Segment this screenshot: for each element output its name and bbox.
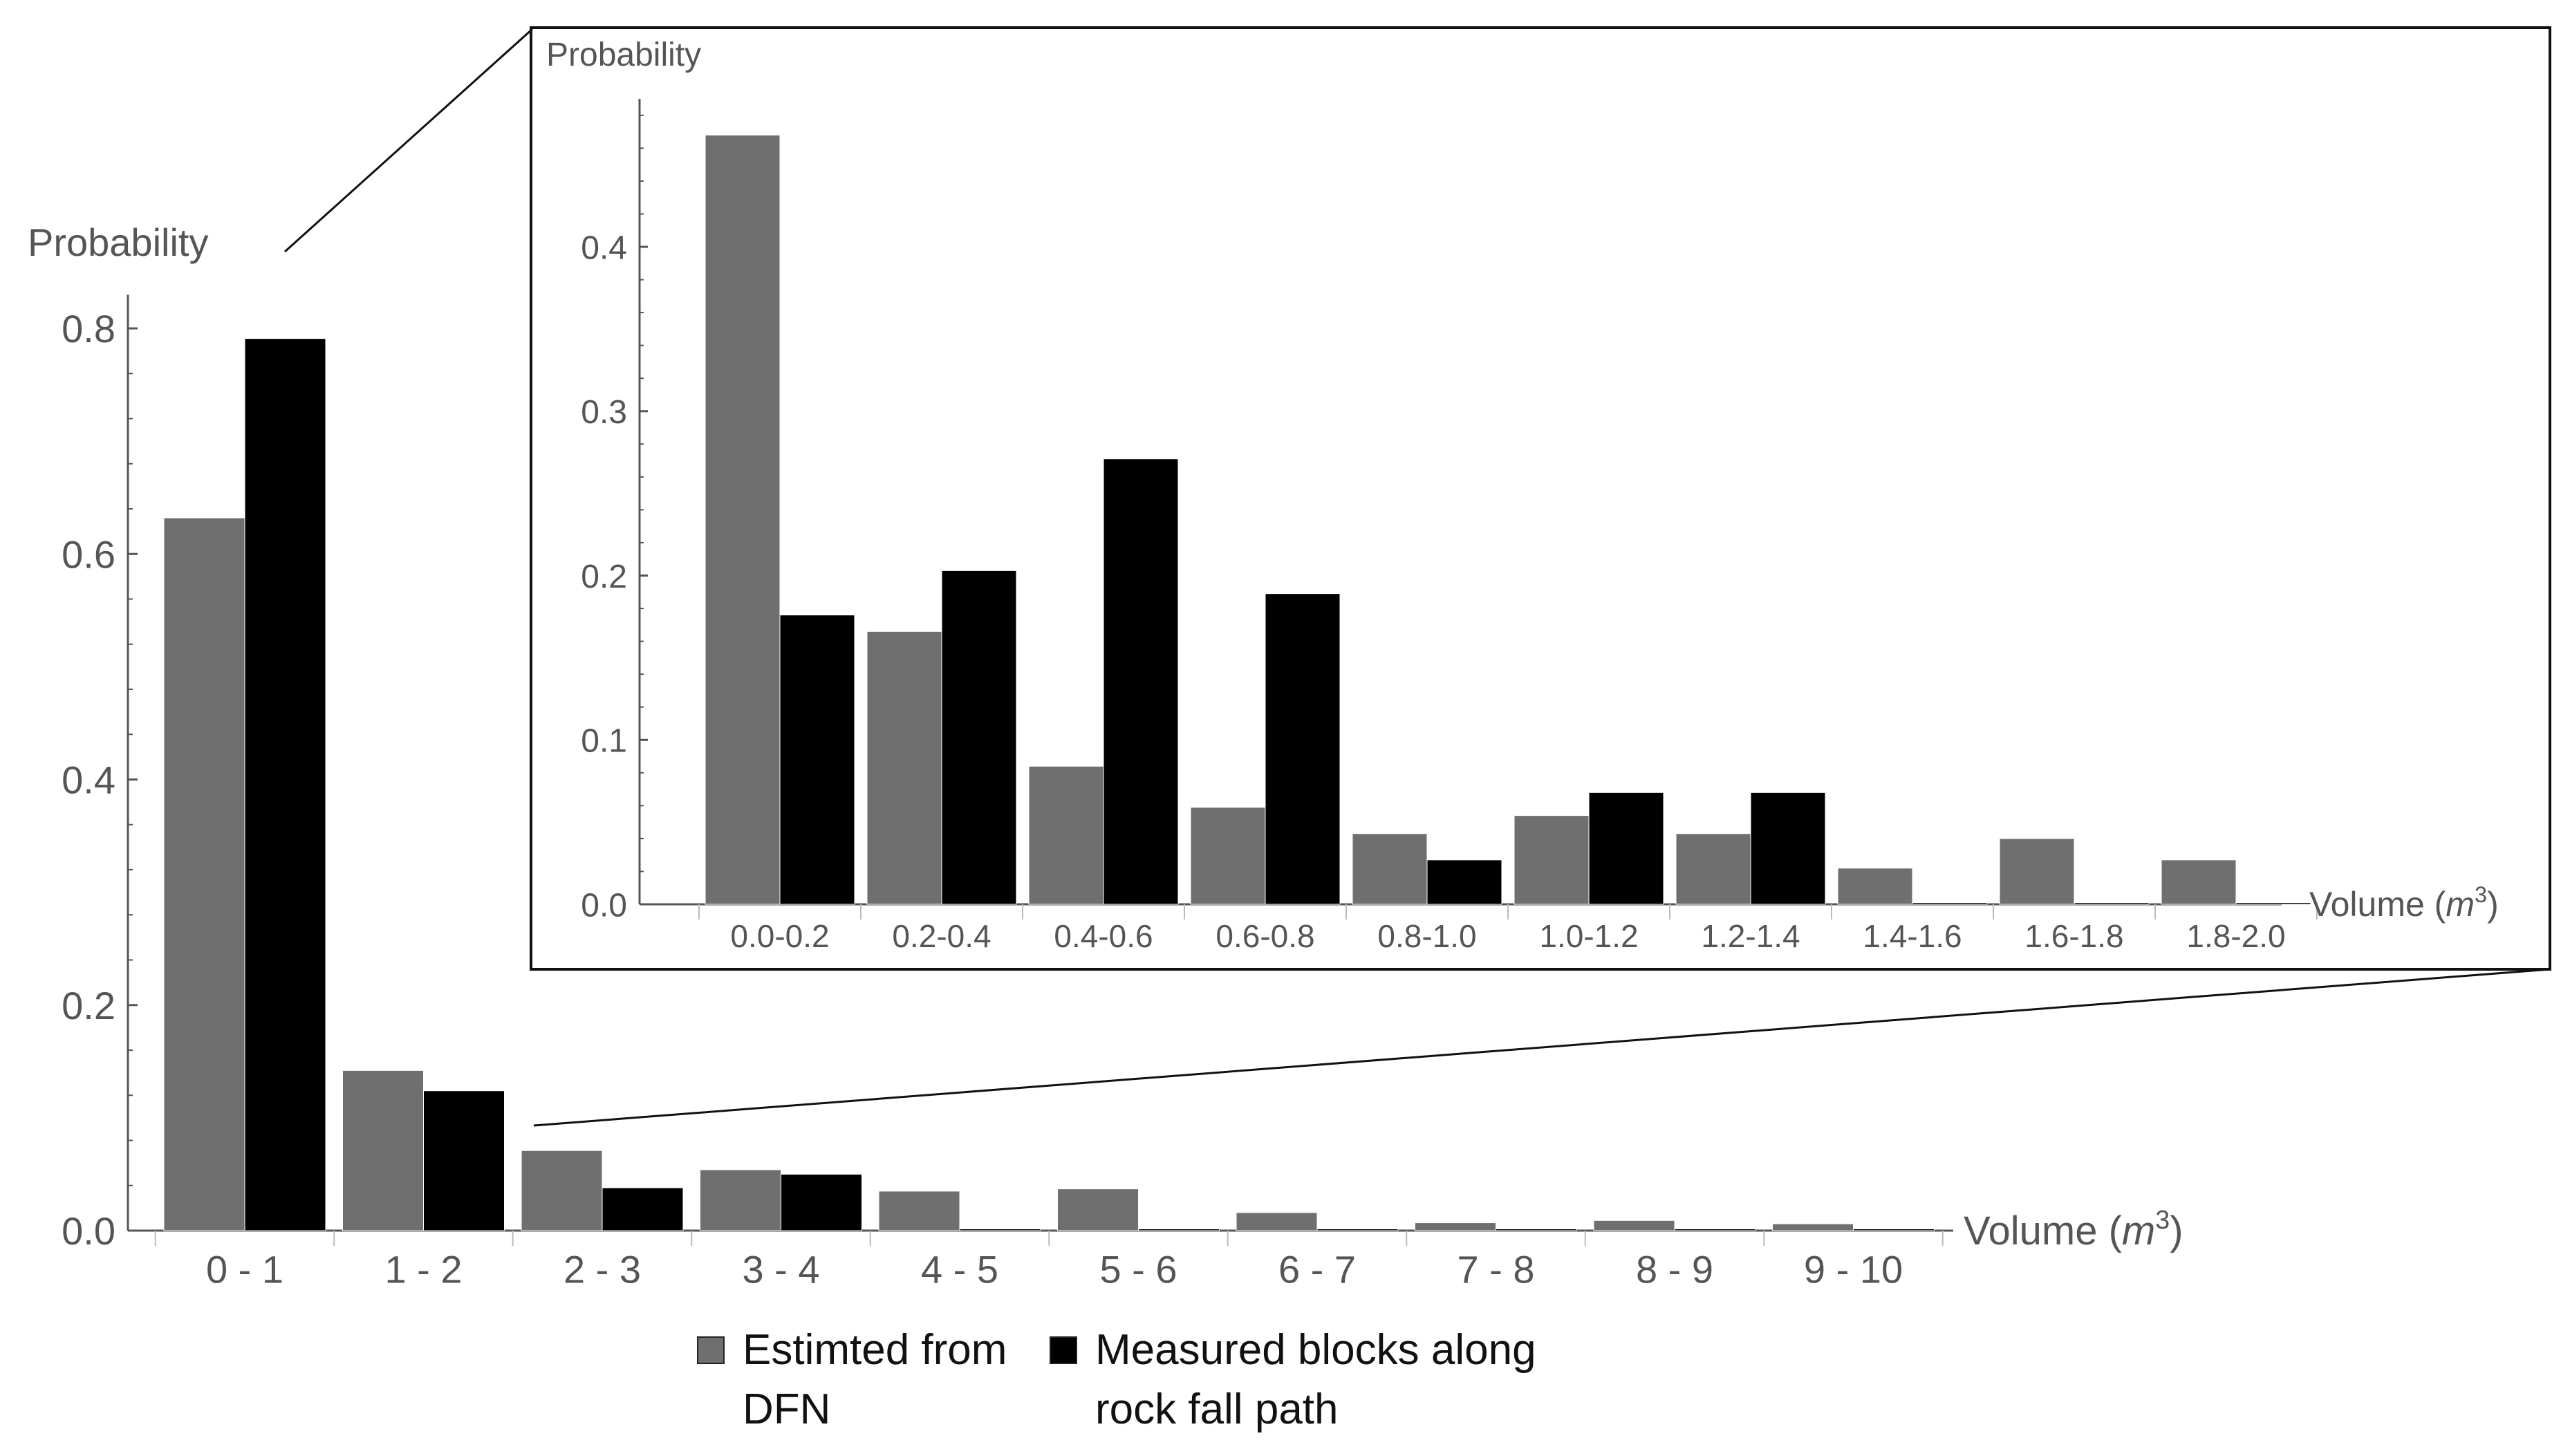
main-bar-dfn — [1593, 1220, 1675, 1231]
main-x-axis-label-close: ) — [2170, 1208, 2183, 1253]
inset-x-tick-label: 0.0-0.2 — [730, 918, 829, 954]
main-bar-dfn — [878, 1191, 960, 1231]
main-bar-dfn — [1057, 1188, 1139, 1231]
main-bar-dfn — [1415, 1222, 1496, 1231]
inset-y-tick-label: 0.3 — [581, 394, 627, 431]
inset-y-axis-label: Probability — [546, 37, 701, 73]
legend: Estimted from DFN Measured blocks along … — [697, 1320, 1596, 1445]
main-y-axis-label: Probability — [28, 221, 208, 264]
main-y-tick-label: 0.8 — [62, 307, 115, 351]
main-bar-dfn — [163, 517, 245, 1231]
legend-swatch-dfn — [697, 1336, 725, 1364]
inset-x-axis-label-text: Volume ( — [2309, 885, 2446, 924]
main-bar-measured — [1853, 1229, 1935, 1231]
main-bar-measured — [244, 338, 326, 1231]
inset-x-tick-label: 1.8-2.0 — [2186, 918, 2285, 954]
main-bar-measured — [423, 1090, 505, 1231]
main-y-tick-label: 0.0 — [62, 1209, 115, 1253]
inset-x-tick-label: 0.6-0.8 — [1216, 918, 1314, 954]
inset-x-tick-label: 1.6-1.8 — [2024, 918, 2123, 954]
inset-bar-dfn — [1999, 838, 2075, 905]
inset-bar-measured — [1912, 902, 1988, 905]
inset-x-tick-label: 1.4-1.6 — [1863, 918, 1962, 954]
inset-x-axis-label-close: ) — [2487, 885, 2499, 924]
main-x-axis-label-unit: m — [2122, 1208, 2155, 1253]
inset-bar-dfn — [1190, 807, 1266, 905]
main-x-tick-label: 9 - 10 — [1804, 1248, 1903, 1291]
main-bar-measured — [1674, 1229, 1756, 1231]
inset-x-axis-label: Volume (m3) — [2309, 882, 2499, 924]
inset-bar-dfn — [1028, 765, 1104, 905]
inset-x-tick-label: 0.8-1.0 — [1377, 918, 1476, 954]
main-bar-dfn — [700, 1169, 781, 1231]
main-bar-measured — [1496, 1229, 1577, 1231]
main-x-axis-label: Volume (m3) — [1964, 1205, 2183, 1253]
inset-x-tick-label: 1.2-1.4 — [1701, 918, 1800, 954]
inset-bar-measured — [1265, 593, 1341, 905]
main-x-tick-label: 2 - 3 — [564, 1248, 641, 1291]
inset-x-tick-label: 1.0-1.2 — [1539, 918, 1638, 954]
legend-label-measured: Measured blocks along rock fall path — [1095, 1326, 1536, 1433]
inset-bar-dfn — [1675, 833, 1751, 905]
main-bar-measured — [1138, 1229, 1220, 1231]
zoom-connector-left — [283, 28, 534, 253]
main-x-tick-label: 1 - 2 — [384, 1248, 462, 1291]
inset-chart: 0.0 0.1 0.2 0.3 0.4 Probability 0.0-0.2 0.2-0.4… — [546, 37, 2499, 954]
inset-x-axis-label-unit: m — [2446, 885, 2475, 924]
inset-x-tick-label: 0.2-0.4 — [892, 918, 991, 954]
inset-bar-measured — [2235, 902, 2311, 905]
main-y-tick-label: 0.2 — [62, 984, 115, 1027]
inset-bar-measured — [779, 615, 855, 905]
main-chart: 0.0 0.2 0.4 0.6 0.8 Probability 0 - 1 1 - 2 2 - … — [28, 221, 2183, 1291]
inset-bar-dfn — [866, 631, 942, 905]
inset-y-tick-label: 0.4 — [581, 230, 627, 266]
inset-y-tick-label: 0.2 — [581, 559, 627, 595]
inset-bar-measured — [2074, 902, 2150, 905]
zoom-connector-right — [533, 968, 2551, 1127]
main-x-tick-label: 0 - 1 — [206, 1248, 283, 1291]
inset-bar-measured — [1750, 792, 1826, 905]
legend-label-dfn: Estimted from DFN — [743, 1326, 1007, 1433]
inset-bar-measured — [1103, 458, 1179, 905]
main-bar-measured — [781, 1173, 862, 1231]
main-x-tick-label: 8 - 9 — [1636, 1248, 1713, 1291]
inset-bar-dfn — [705, 134, 781, 905]
inset-bar-dfn — [1514, 815, 1590, 905]
main-x-tick-label: 3 - 4 — [742, 1248, 819, 1291]
main-bar-dfn — [521, 1150, 603, 1231]
inset-x-tick-label: 0.4-0.6 — [1054, 918, 1153, 954]
main-bar-measured — [1316, 1229, 1399, 1231]
main-x-tick-label: 4 - 5 — [921, 1248, 998, 1291]
inset-y-tick-label: 0.0 — [581, 887, 627, 924]
main-x-tick-label: 7 - 8 — [1457, 1248, 1534, 1291]
main-bar-measured — [959, 1229, 1041, 1231]
main-x-tick-label: 5 - 6 — [1099, 1248, 1177, 1291]
main-x-axis-label-exp: 3 — [2155, 1205, 2170, 1234]
inset-bar-dfn — [1352, 833, 1428, 905]
main-y-tick-label: 0.6 — [62, 532, 115, 576]
main-bar-dfn — [1236, 1212, 1318, 1231]
inset-y-tick-label: 0.1 — [581, 723, 627, 760]
main-x-tick-label: 6 - 7 — [1278, 1248, 1356, 1291]
main-bar-measured — [602, 1187, 684, 1231]
inset-x-axis-label-exp: 3 — [2475, 882, 2487, 907]
main-bar-dfn — [342, 1070, 424, 1231]
legend-swatch-measured — [1050, 1336, 1077, 1364]
inset-bar-measured — [1588, 792, 1664, 905]
inset-bar-measured — [1426, 859, 1502, 905]
inset-bar-dfn — [2161, 859, 2237, 905]
main-x-axis-label-text: Volume ( — [1964, 1208, 2122, 1253]
inset-bar-measured — [941, 570, 1017, 905]
main-bar-dfn — [1772, 1223, 1854, 1231]
main-y-tick-label: 0.4 — [62, 758, 115, 802]
inset-bar-dfn — [1837, 868, 1913, 905]
